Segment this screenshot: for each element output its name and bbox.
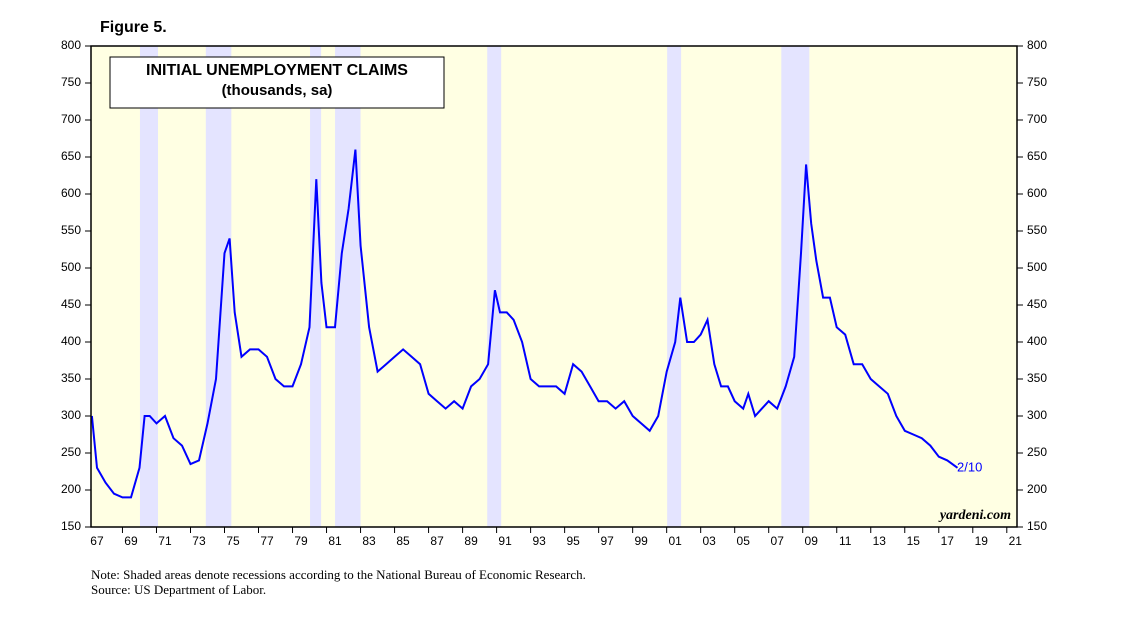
x-tick-label: 73 bbox=[192, 534, 206, 548]
chart-subtitle: (thousands, sa) bbox=[222, 82, 333, 99]
y-tick-label: 700 bbox=[61, 112, 81, 126]
x-tick-label: 89 bbox=[464, 534, 478, 548]
y2-tick-label: 600 bbox=[1027, 186, 1047, 200]
recession-band bbox=[781, 46, 810, 527]
x-tick-label: 97 bbox=[600, 534, 614, 548]
x-tick-label: 75 bbox=[226, 534, 240, 548]
x-tick-label: 83 bbox=[362, 534, 376, 548]
y-tick-label: 350 bbox=[61, 371, 81, 385]
y2-tick-label: 700 bbox=[1027, 112, 1047, 126]
x-tick-label: 87 bbox=[430, 534, 444, 548]
x-tick-label: 21 bbox=[1009, 534, 1023, 548]
y2-tick-label: 550 bbox=[1027, 223, 1047, 237]
x-tick-label: 03 bbox=[703, 534, 717, 548]
y-tick-label: 650 bbox=[61, 149, 81, 163]
y2-tick-label: 500 bbox=[1027, 260, 1047, 274]
x-tick-label: 77 bbox=[260, 534, 274, 548]
y-tick-label: 200 bbox=[61, 482, 81, 496]
y-tick-label: 300 bbox=[61, 408, 81, 422]
data-line bbox=[90, 149, 959, 499]
plot-background bbox=[91, 46, 1017, 527]
x-tick-label: 99 bbox=[634, 534, 648, 548]
end-label: 2/10 bbox=[957, 459, 982, 474]
y-tick-label: 400 bbox=[61, 334, 81, 348]
y2-tick-label: 350 bbox=[1027, 371, 1047, 385]
plot-area: 150 150 200 200 250 250 300 300 350 350 400 400 450 4… bbox=[61, 38, 1047, 548]
y2-tick-label: 650 bbox=[1027, 149, 1047, 163]
x-tick-label: 01 bbox=[668, 534, 682, 548]
x-tick-label: 71 bbox=[158, 534, 172, 548]
y-tick-label: 800 bbox=[61, 38, 81, 52]
x-tick-label: 05 bbox=[737, 534, 751, 548]
x-tick-label: 69 bbox=[124, 534, 138, 548]
y-tick-label: 550 bbox=[61, 223, 81, 237]
y-tick-label: 600 bbox=[61, 186, 81, 200]
x-tick-label: 93 bbox=[532, 534, 546, 548]
y2-tick-label: 200 bbox=[1027, 482, 1047, 496]
x-tick-label: 07 bbox=[771, 534, 785, 548]
recession-band bbox=[667, 46, 682, 527]
x-tick-label: 67 bbox=[90, 534, 104, 548]
y-tick-label: 450 bbox=[61, 297, 81, 311]
y-tick-label: 150 bbox=[61, 519, 81, 533]
y-tick-label: 500 bbox=[61, 260, 81, 274]
x-tick-label: 15 bbox=[907, 534, 921, 548]
x-tick-label: 17 bbox=[941, 534, 955, 548]
recession-band bbox=[205, 46, 232, 527]
x-tick-label: 09 bbox=[805, 534, 819, 548]
x-tick-label: 81 bbox=[328, 534, 342, 548]
y2-tick-label: 250 bbox=[1027, 445, 1047, 459]
x-tick-label: 13 bbox=[873, 534, 887, 548]
x-tick-label: 91 bbox=[498, 534, 512, 548]
y2-tick-label: 150 bbox=[1027, 519, 1047, 533]
recession-band bbox=[487, 46, 502, 527]
y2-tick-label: 300 bbox=[1027, 408, 1047, 422]
figure-label: Figure 5. bbox=[100, 19, 167, 36]
recession-band bbox=[139, 46, 159, 527]
source: Source: US Department of Labor. bbox=[91, 582, 266, 597]
chart-title: INITIAL UNEMPLOYMENT CLAIMS bbox=[146, 62, 408, 79]
y-tick-label: 750 bbox=[61, 75, 81, 89]
note: Note: Shaded areas denote recessions acc… bbox=[91, 567, 586, 582]
x-tick-label: 85 bbox=[396, 534, 410, 548]
x-tick-label: 11 bbox=[839, 534, 852, 548]
title-box bbox=[109, 56, 445, 109]
y2-tick-label: 750 bbox=[1027, 75, 1047, 89]
y2-tick-label: 800 bbox=[1027, 38, 1047, 52]
x-tick-label: 95 bbox=[566, 534, 580, 548]
y-tick-label: 250 bbox=[61, 445, 81, 459]
recession-band bbox=[310, 46, 322, 527]
plot-frame bbox=[90, 45, 1018, 528]
y2-tick-label: 400 bbox=[1027, 334, 1047, 348]
x-tick-label: 79 bbox=[294, 534, 308, 548]
y2-tick-label: 450 bbox=[1027, 297, 1047, 311]
watermark: yardeni.com bbox=[938, 508, 1011, 523]
x-tick-label: 19 bbox=[975, 534, 989, 548]
